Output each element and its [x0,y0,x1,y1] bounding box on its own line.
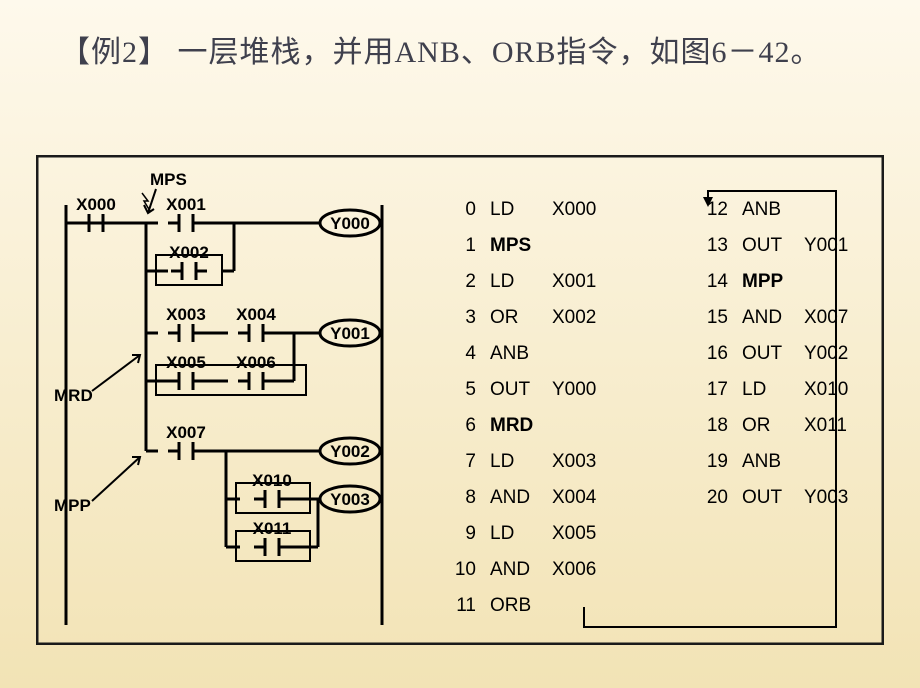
svg-text:11: 11 [456,595,476,616]
svg-text:Y000: Y000 [330,214,370,233]
svg-text:X010: X010 [804,379,848,400]
svg-text:X005: X005 [552,523,596,544]
svg-text:X011: X011 [253,519,292,538]
svg-text:ANB: ANB [742,451,781,472]
svg-text:Y001: Y001 [330,324,370,343]
svg-text:Y000: Y000 [552,379,596,400]
svg-text:LD: LD [490,523,514,544]
svg-text:OUT: OUT [742,235,783,256]
svg-text:MRD: MRD [54,386,93,405]
svg-text:X000: X000 [552,199,596,220]
svg-text:X004: X004 [552,487,597,508]
svg-text:X007: X007 [166,423,206,442]
svg-text:X003: X003 [552,451,596,472]
svg-text:AND: AND [490,559,530,580]
svg-text:Y002: Y002 [804,343,848,364]
svg-text:18: 18 [707,415,728,436]
svg-text:MPP: MPP [742,271,784,292]
svg-text:MPP: MPP [54,496,91,515]
svg-text:7: 7 [465,451,476,472]
svg-text:X001: X001 [552,271,596,292]
svg-text:ANB: ANB [742,199,781,220]
example-title: 【例2】 一层堆栈，并用ANB、ORB指令，如图6－42。 [60,30,860,75]
svg-text:X006: X006 [236,353,276,372]
svg-text:X006: X006 [552,559,596,580]
svg-text:Y003: Y003 [330,490,370,509]
svg-text:13: 13 [707,235,728,256]
svg-text:X002: X002 [169,243,209,262]
svg-text:15: 15 [707,307,728,328]
svg-text:1: 1 [465,235,476,256]
svg-text:8: 8 [465,487,476,508]
svg-text:14: 14 [707,271,729,292]
ladder-diagram: MPS X000 X001 Y000 X002 X003 X004 Y001 X005 X006 M… [36,155,884,645]
svg-text:4: 4 [465,343,476,364]
svg-text:16: 16 [707,343,728,364]
svg-text:X011: X011 [804,415,847,436]
svg-text:X000: X000 [76,195,116,214]
svg-text:5: 5 [465,379,476,400]
diagram-container: MPS X000 X001 Y000 X002 X003 X004 Y001 X005 X006 M… [36,155,884,645]
svg-text:6: 6 [465,415,476,436]
svg-text:OUT: OUT [742,487,783,508]
svg-text:ANB: ANB [490,343,529,364]
svg-text:OR: OR [742,415,771,436]
svg-text:Y001: Y001 [804,235,848,256]
svg-text:LD: LD [490,271,514,292]
svg-text:17: 17 [707,379,728,400]
svg-text:X004: X004 [236,305,276,324]
svg-text:2: 2 [465,271,476,292]
svg-text:OR: OR [490,307,519,328]
svg-text:10: 10 [455,559,476,580]
svg-text:X010: X010 [252,471,292,490]
title-text: 【例2】 一层堆栈，并用ANB、ORB指令，如图6－42。 [60,36,822,69]
svg-text:MPS: MPS [150,170,187,189]
svg-text:X007: X007 [804,307,848,328]
svg-text:X001: X001 [166,195,206,214]
svg-text:OUT: OUT [742,343,783,364]
svg-text:X005: X005 [166,353,206,372]
svg-text:0: 0 [465,199,476,220]
svg-text:LD: LD [490,199,514,220]
svg-text:LD: LD [742,379,766,400]
svg-text:MPS: MPS [490,235,531,256]
svg-text:Y002: Y002 [330,442,370,461]
svg-text:OUT: OUT [490,379,531,400]
svg-text:3: 3 [465,307,476,328]
svg-text:AND: AND [742,307,782,328]
svg-text:9: 9 [465,523,476,544]
svg-text:AND: AND [490,487,530,508]
svg-text:LD: LD [490,451,514,472]
svg-text:Y003: Y003 [804,487,848,508]
svg-text:X003: X003 [166,305,206,324]
svg-text:19: 19 [707,451,728,472]
svg-text:ORB: ORB [490,595,531,616]
svg-text:X002: X002 [552,307,596,328]
svg-text:20: 20 [707,487,728,508]
svg-text:MRD: MRD [490,415,533,436]
